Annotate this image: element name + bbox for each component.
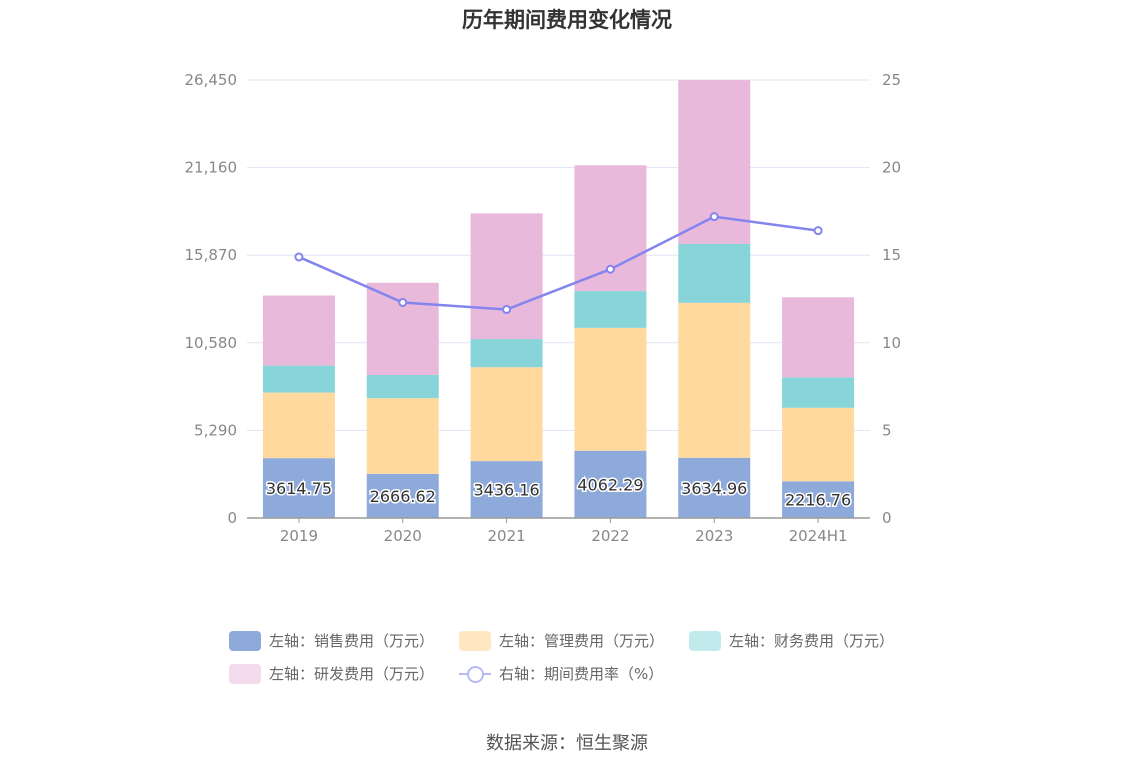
- bar-segment-1[interactable]: [782, 407, 855, 482]
- left-axis-tick-label: 0: [227, 509, 237, 527]
- expense-rate-point[interactable]: [502, 305, 512, 315]
- legend-item-rnd[interactable]: 左轴：研发费用（万元）: [229, 663, 434, 684]
- expense-rate-point[interactable]: [398, 298, 408, 308]
- expense-rate-point[interactable]: [709, 212, 719, 222]
- bar-segment-3[interactable]: [782, 297, 855, 378]
- right-axis-tick-label: 20: [882, 159, 901, 177]
- bar-data-label: 3634.96: [681, 479, 747, 498]
- legend-item-finance[interactable]: 左轴：财务费用（万元）: [689, 630, 894, 651]
- bar-segment-0[interactable]: [782, 481, 855, 518]
- legend-swatch-rnd: [229, 663, 261, 684]
- legend-label-admin: 左轴：管理费用（万元）: [499, 632, 665, 650]
- bar-segment-1[interactable]: [678, 302, 751, 458]
- right-axis-tick-label: 5: [882, 421, 892, 439]
- bar-segment-0[interactable]: [470, 461, 543, 518]
- bar-segment-2[interactable]: [470, 339, 543, 368]
- left-axis-tick-label: 21,160: [185, 159, 238, 177]
- bar-data-label: 4062.29: [577, 475, 643, 494]
- bar-segment-2[interactable]: [678, 243, 751, 303]
- legend-swatch-sales: [229, 630, 261, 651]
- legend-swatch-finance: [689, 630, 721, 651]
- chart-title: 历年期间费用变化情况: [462, 8, 672, 32]
- right-axis-tick-label: 15: [882, 246, 901, 264]
- legend-item-expense-rate[interactable]: 右轴：期间费用率（%）: [459, 663, 663, 684]
- bar-segment-1[interactable]: [574, 327, 647, 451]
- left-axis-tick-label: 10,580: [185, 334, 238, 352]
- bar-segment-0[interactable]: [262, 458, 335, 518]
- expense-rate-point[interactable]: [294, 252, 304, 262]
- legend-item-sales[interactable]: 左轴：销售费用（万元）: [229, 630, 434, 651]
- legend-label-finance: 左轴：财务费用（万元）: [729, 632, 895, 650]
- right-axis-tick-label: 10: [882, 334, 901, 352]
- bar-segment-3[interactable]: [262, 295, 335, 366]
- bar-segment-0[interactable]: [574, 450, 647, 518]
- bar-segment-0[interactable]: [366, 473, 439, 518]
- left-axis-tick-label: 15,870: [185, 246, 238, 264]
- bar-data-label: 3436.16: [473, 481, 539, 500]
- legend-line-marker-icon: [459, 664, 491, 684]
- bar-segment-0[interactable]: [678, 457, 751, 518]
- x-axis-tick-label: 2021: [487, 527, 525, 545]
- legend-label-rnd: 左轴：研发费用（万元）: [269, 665, 435, 683]
- expense-rate-point[interactable]: [605, 264, 615, 274]
- bar-data-label: 3614.75: [266, 479, 332, 498]
- legend-label-sales: 左轴：销售费用（万元）: [269, 632, 435, 650]
- x-axis-tick-label: 2020: [384, 527, 422, 545]
- expense-rate-line: [298, 215, 819, 311]
- bar-segment-2[interactable]: [574, 291, 647, 328]
- x-axis-tick-label: 2022: [591, 527, 629, 545]
- stacked-bar-line-chart: 3614.75 2666.62 3436.16 4062.29 3634.96 2216.…: [185, 71, 902, 545]
- bar-segment-3[interactable]: [366, 282, 439, 375]
- right-axis-tick-label: 0: [882, 509, 892, 527]
- bar-segment-2[interactable]: [366, 374, 439, 399]
- bar-segment-1[interactable]: [366, 398, 439, 474]
- legend-label-expense-rate: 右轴：期间费用率（%）: [499, 665, 664, 683]
- right-axis-tick-label: 25: [882, 71, 901, 89]
- left-axis-tick-label: 5,290: [194, 421, 237, 439]
- bar-segment-3[interactable]: [470, 213, 543, 340]
- data-source: 数据来源：恒生聚源: [486, 733, 648, 754]
- bar-segment-1[interactable]: [470, 367, 543, 462]
- bar-segment-1[interactable]: [262, 392, 335, 459]
- legend-swatch-admin: [459, 630, 491, 651]
- bar-segment-2[interactable]: [782, 377, 855, 408]
- legend-item-admin[interactable]: 左轴：管理费用（万元）: [459, 630, 664, 651]
- bar-data-label: 2666.62: [370, 487, 436, 506]
- bar-segment-2[interactable]: [262, 365, 335, 393]
- left-axis-tick-label: 26,450: [185, 71, 238, 89]
- x-axis-tick-label: 2023: [695, 527, 733, 545]
- x-axis-tick-label: 2024H1: [789, 527, 848, 545]
- x-axis-tick-label: 2019: [280, 527, 318, 545]
- bar-data-label: 2216.76: [785, 491, 851, 510]
- expense-rate-point[interactable]: [813, 226, 823, 236]
